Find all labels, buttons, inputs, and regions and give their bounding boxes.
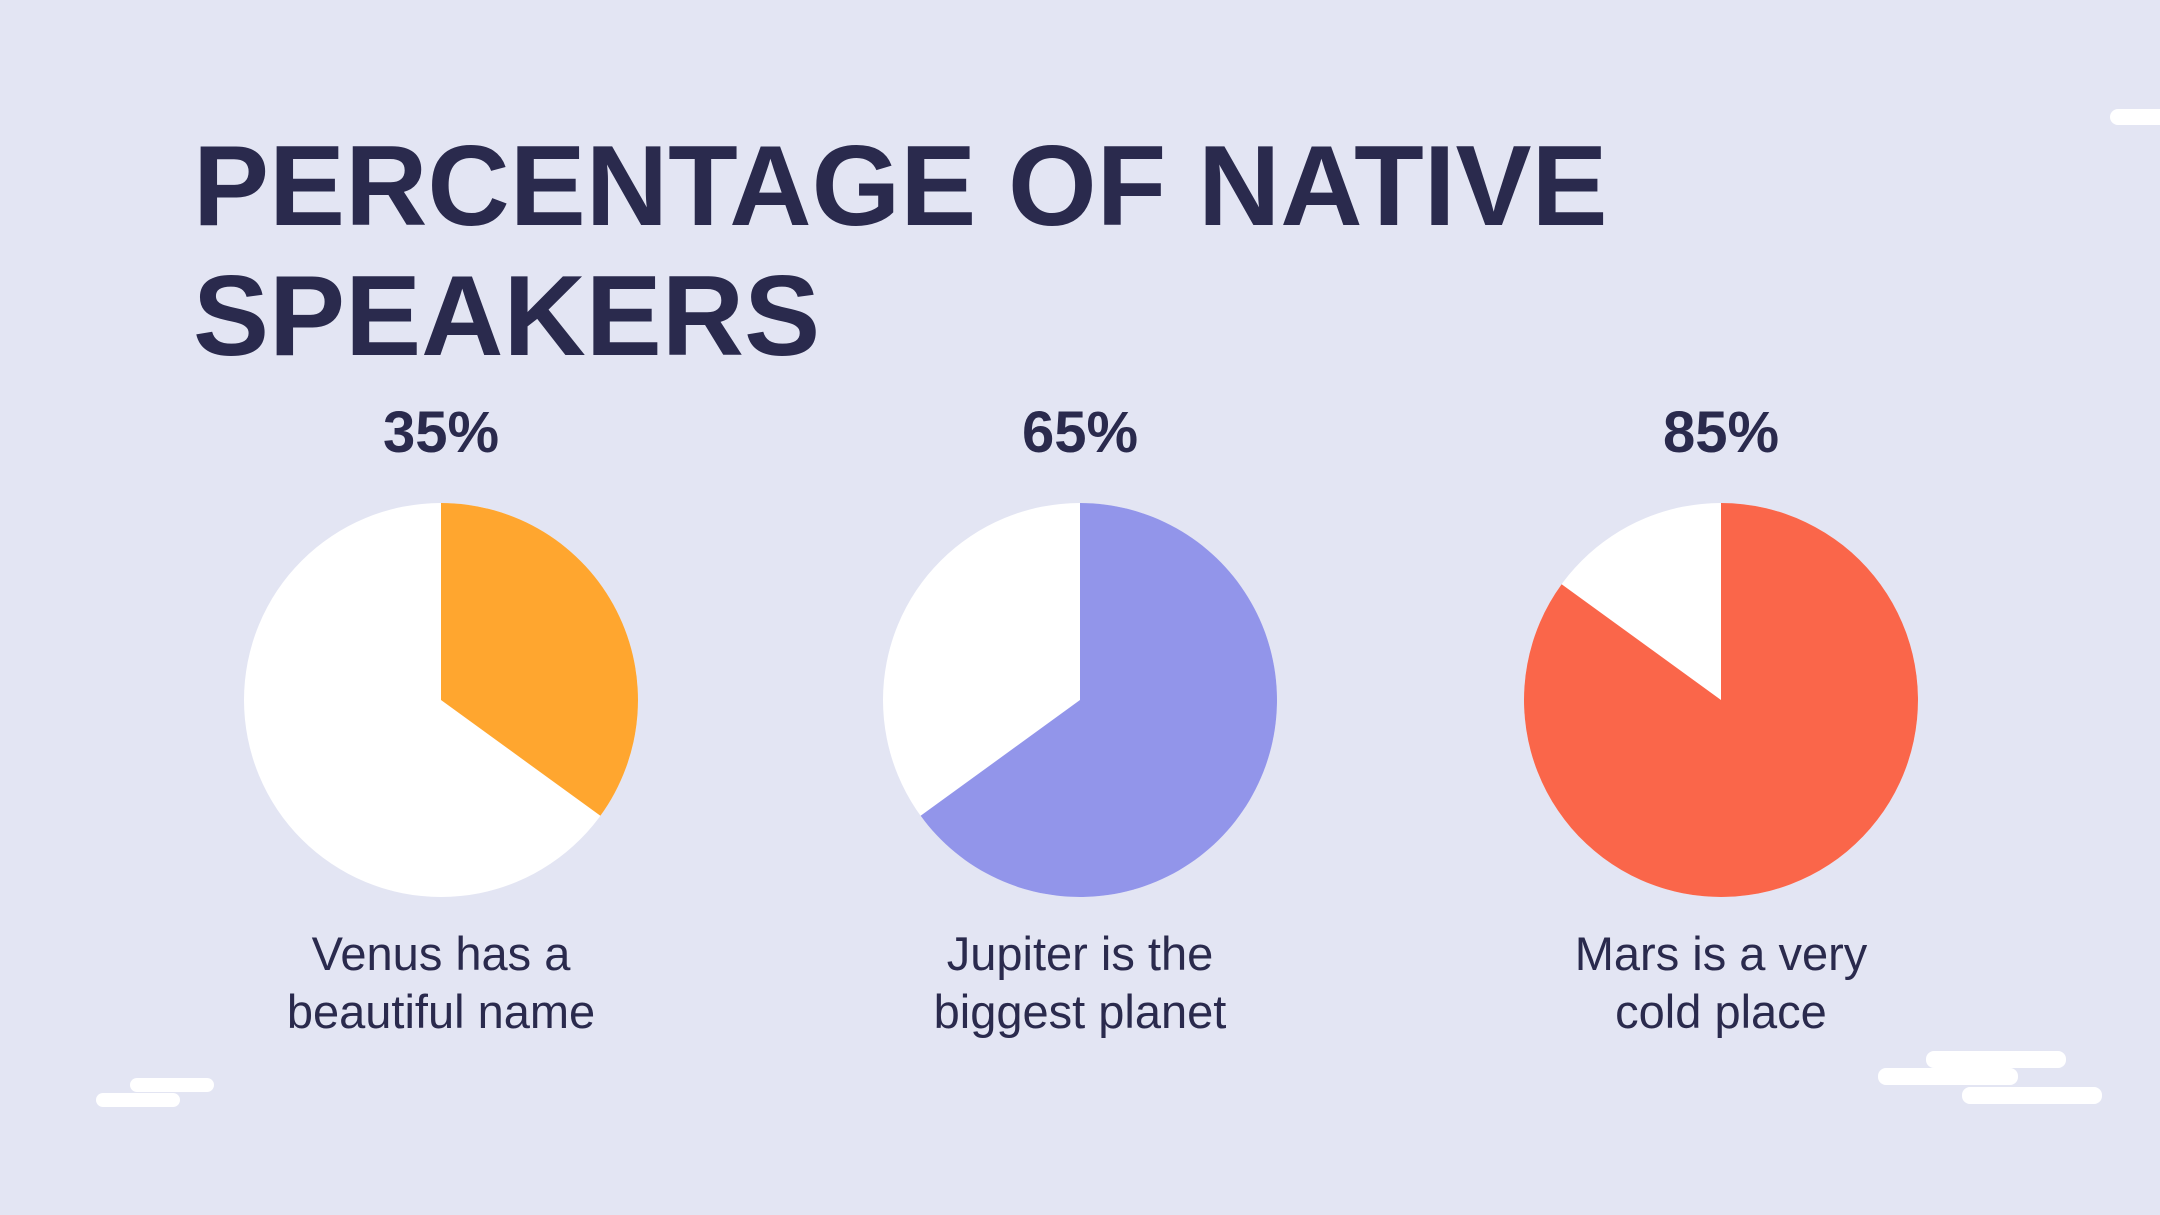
pie-slice bbox=[441, 503, 638, 816]
value-label: 65% bbox=[1022, 400, 1138, 465]
pie-caption: Venus has a beautiful name bbox=[286, 927, 596, 1038]
value-label: 85% bbox=[1663, 400, 1779, 465]
pie-caption: Mars is a very cold place bbox=[1574, 927, 1868, 1038]
decoration bbox=[96, 109, 2160, 1107]
value-label: 35% bbox=[383, 400, 499, 465]
slide-title: PERCENTAGE OF NATIVE SPEAKERS bbox=[193, 123, 1608, 380]
pie-slice bbox=[1523, 503, 1918, 897]
pie-slice bbox=[920, 503, 1277, 897]
pie-caption: Jupiter is the biggest planet bbox=[933, 927, 1227, 1038]
